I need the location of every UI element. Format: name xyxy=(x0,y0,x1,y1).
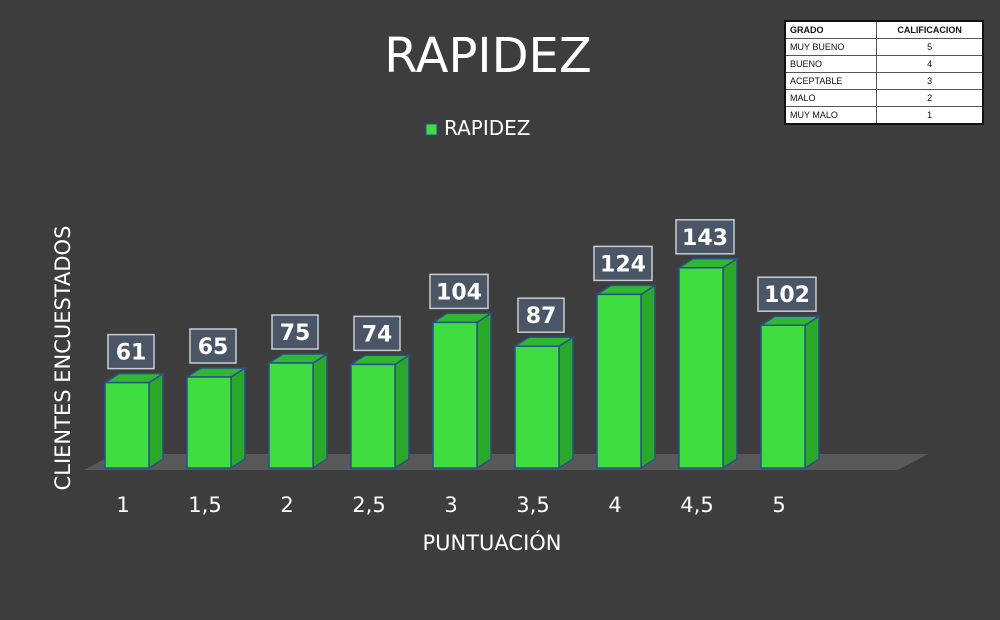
data-label: 102 xyxy=(764,283,810,308)
grade-cell: ACEPTABLE xyxy=(784,72,878,90)
data-label: 75 xyxy=(280,321,311,346)
data-label-box xyxy=(353,315,401,352)
bar-side xyxy=(312,352,328,470)
chart-title: RAPIDEZ xyxy=(384,28,592,84)
grade-table-header: GRADO CALIFICACION xyxy=(784,20,984,39)
bar-side xyxy=(640,284,656,470)
data-label-box xyxy=(271,314,319,350)
table-row: ACEPTABLE 3 xyxy=(784,72,984,90)
bar-side xyxy=(148,372,164,470)
bar-front xyxy=(678,267,724,469)
table-row: MALO 2 xyxy=(784,89,984,107)
bar-front xyxy=(186,376,232,469)
bar-side xyxy=(804,314,820,470)
data-label: 143 xyxy=(682,226,728,251)
bar: 65 xyxy=(184,328,248,470)
score-header: CALIFICACION xyxy=(876,20,984,39)
table-row: MUY BUENO 5 xyxy=(784,38,984,56)
bar-front xyxy=(596,293,642,469)
table-row: BUENO 4 xyxy=(784,55,984,73)
score-cell: 4 xyxy=(876,55,984,73)
bar: 87 xyxy=(512,297,576,470)
legend-swatch xyxy=(425,123,438,136)
data-label-box xyxy=(593,245,653,282)
grade-cell: BUENO xyxy=(784,55,878,73)
data-label: 87 xyxy=(526,304,557,329)
x-tick-label: 3,5 xyxy=(516,493,549,517)
bar-side xyxy=(558,335,574,470)
bar-front xyxy=(104,381,150,469)
grade-cell: MUY MALO xyxy=(784,106,878,125)
x-tick-label: 1 xyxy=(116,493,129,517)
score-cell: 5 xyxy=(876,38,984,56)
bar: 143 xyxy=(675,219,740,470)
legend: RAPIDEZ xyxy=(425,116,530,140)
x-tick-label: 1,5 xyxy=(188,493,221,517)
x-tick-label: 4,5 xyxy=(680,493,713,517)
grade-header: GRADO xyxy=(784,20,878,39)
x-tick-label: 5 xyxy=(772,493,785,517)
bar: 104 xyxy=(429,273,494,470)
data-label-box xyxy=(189,328,237,364)
bar: 61 xyxy=(102,333,166,470)
bar-front xyxy=(760,324,806,469)
x-tick-label: 2 xyxy=(280,493,293,517)
bar-side xyxy=(394,354,410,470)
data-label: 65 xyxy=(198,335,229,360)
data-label-box xyxy=(107,333,155,370)
legend-label: RAPIDEZ xyxy=(444,116,530,140)
x-axis-label: PUNTUACIÓN xyxy=(422,530,561,555)
y-axis-label: CLIENTES ENCUESTADOS xyxy=(51,226,75,491)
data-label: 104 xyxy=(436,280,482,305)
bar: 75 xyxy=(266,314,330,470)
x-tick-labels: 1 1,5 2 2,5 3 3,5 4 4,5 5 xyxy=(116,493,785,517)
grade-table: GRADO CALIFICACION MUY BUENO 5 BUENO 4 A… xyxy=(784,20,984,125)
bar-side xyxy=(476,312,492,470)
bar-front xyxy=(268,362,314,469)
x-tick-label: 2,5 xyxy=(352,493,385,517)
bars-layer: 61 65 75 74 104 87 124 143 102 xyxy=(102,219,822,470)
score-cell: 1 xyxy=(876,106,984,125)
bar-side xyxy=(722,257,738,470)
data-label-box xyxy=(429,273,489,310)
data-label-box xyxy=(757,276,817,312)
score-cell: 2 xyxy=(876,89,984,107)
x-tick-label: 4 xyxy=(608,493,621,517)
bar: 102 xyxy=(757,276,822,470)
bar-front xyxy=(432,321,478,469)
data-label-box xyxy=(517,297,565,333)
score-cell: 3 xyxy=(876,72,984,90)
data-label-box xyxy=(675,219,735,255)
data-label: 124 xyxy=(600,252,646,277)
grade-cell: MALO xyxy=(784,89,878,107)
grade-cell: MUY BUENO xyxy=(784,38,878,56)
bar-side xyxy=(230,366,246,470)
data-label: 61 xyxy=(116,341,147,366)
bar: 74 xyxy=(348,315,412,470)
x-tick-label: 3 xyxy=(444,493,457,517)
table-row: MUY MALO 1 xyxy=(784,106,984,125)
bar: 124 xyxy=(593,245,658,470)
bar-front xyxy=(350,363,396,469)
data-label: 74 xyxy=(362,322,393,347)
bar-front xyxy=(514,345,560,469)
